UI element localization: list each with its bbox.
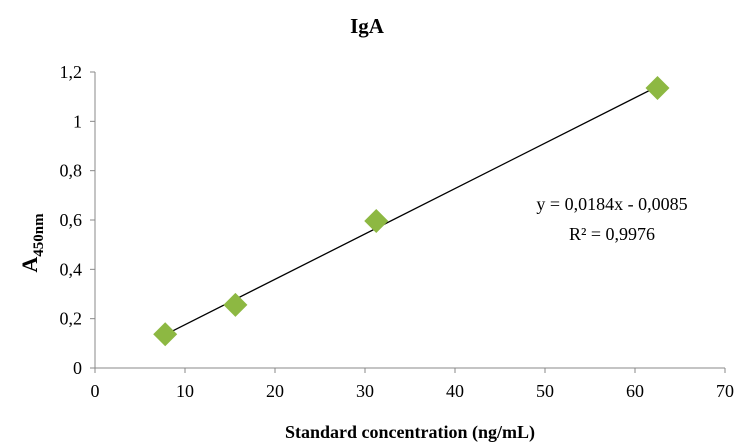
trend-equation: y = 0,0184x - 0,0085 R² = 0,9976 [536, 194, 687, 244]
x-tick-label: 60 [626, 381, 644, 401]
x-tick-label: 70 [716, 381, 734, 401]
y-tick-label: 0,2 [60, 309, 83, 329]
r-squared-label: R² = 0,9976 [569, 224, 655, 244]
axes: 0 0,2 0,4 0,6 0,8 1 1,2 0 10 20 30 40 50 60 70 [60, 62, 735, 401]
y-axis-label: A450nm [17, 213, 47, 273]
trendline-group [164, 85, 658, 336]
y-axis-label-main: A [17, 257, 42, 273]
svg-text:A450nm: A450nm [17, 213, 47, 273]
data-point [153, 322, 178, 347]
x-tick-label: 10 [176, 381, 194, 401]
y-tick-label: 1 [73, 111, 82, 131]
x-tick-label: 0 [91, 381, 100, 401]
equation-label: y = 0,0184x - 0,0085 [536, 194, 687, 214]
data-point [364, 208, 389, 233]
data-point [223, 292, 248, 317]
y-axis-label-sub: 450nm [31, 213, 47, 257]
y-tick-label: 0,8 [60, 161, 83, 181]
data-point [645, 76, 670, 101]
x-tick-label: 30 [356, 381, 374, 401]
y-tick-label: 1,2 [60, 62, 83, 82]
y-tick-label: 0 [73, 358, 82, 378]
x-tick-label: 20 [266, 381, 284, 401]
x-tick-label: 50 [536, 381, 554, 401]
chart-title: IgA [350, 14, 385, 38]
data-points [153, 76, 670, 347]
x-tick-label: 40 [446, 381, 464, 401]
trendline [164, 85, 658, 336]
y-tick-label: 0,4 [60, 259, 83, 279]
x-axis-label: Standard concentration (ng/mL) [285, 422, 535, 443]
y-tick-label: 0,6 [60, 210, 83, 230]
